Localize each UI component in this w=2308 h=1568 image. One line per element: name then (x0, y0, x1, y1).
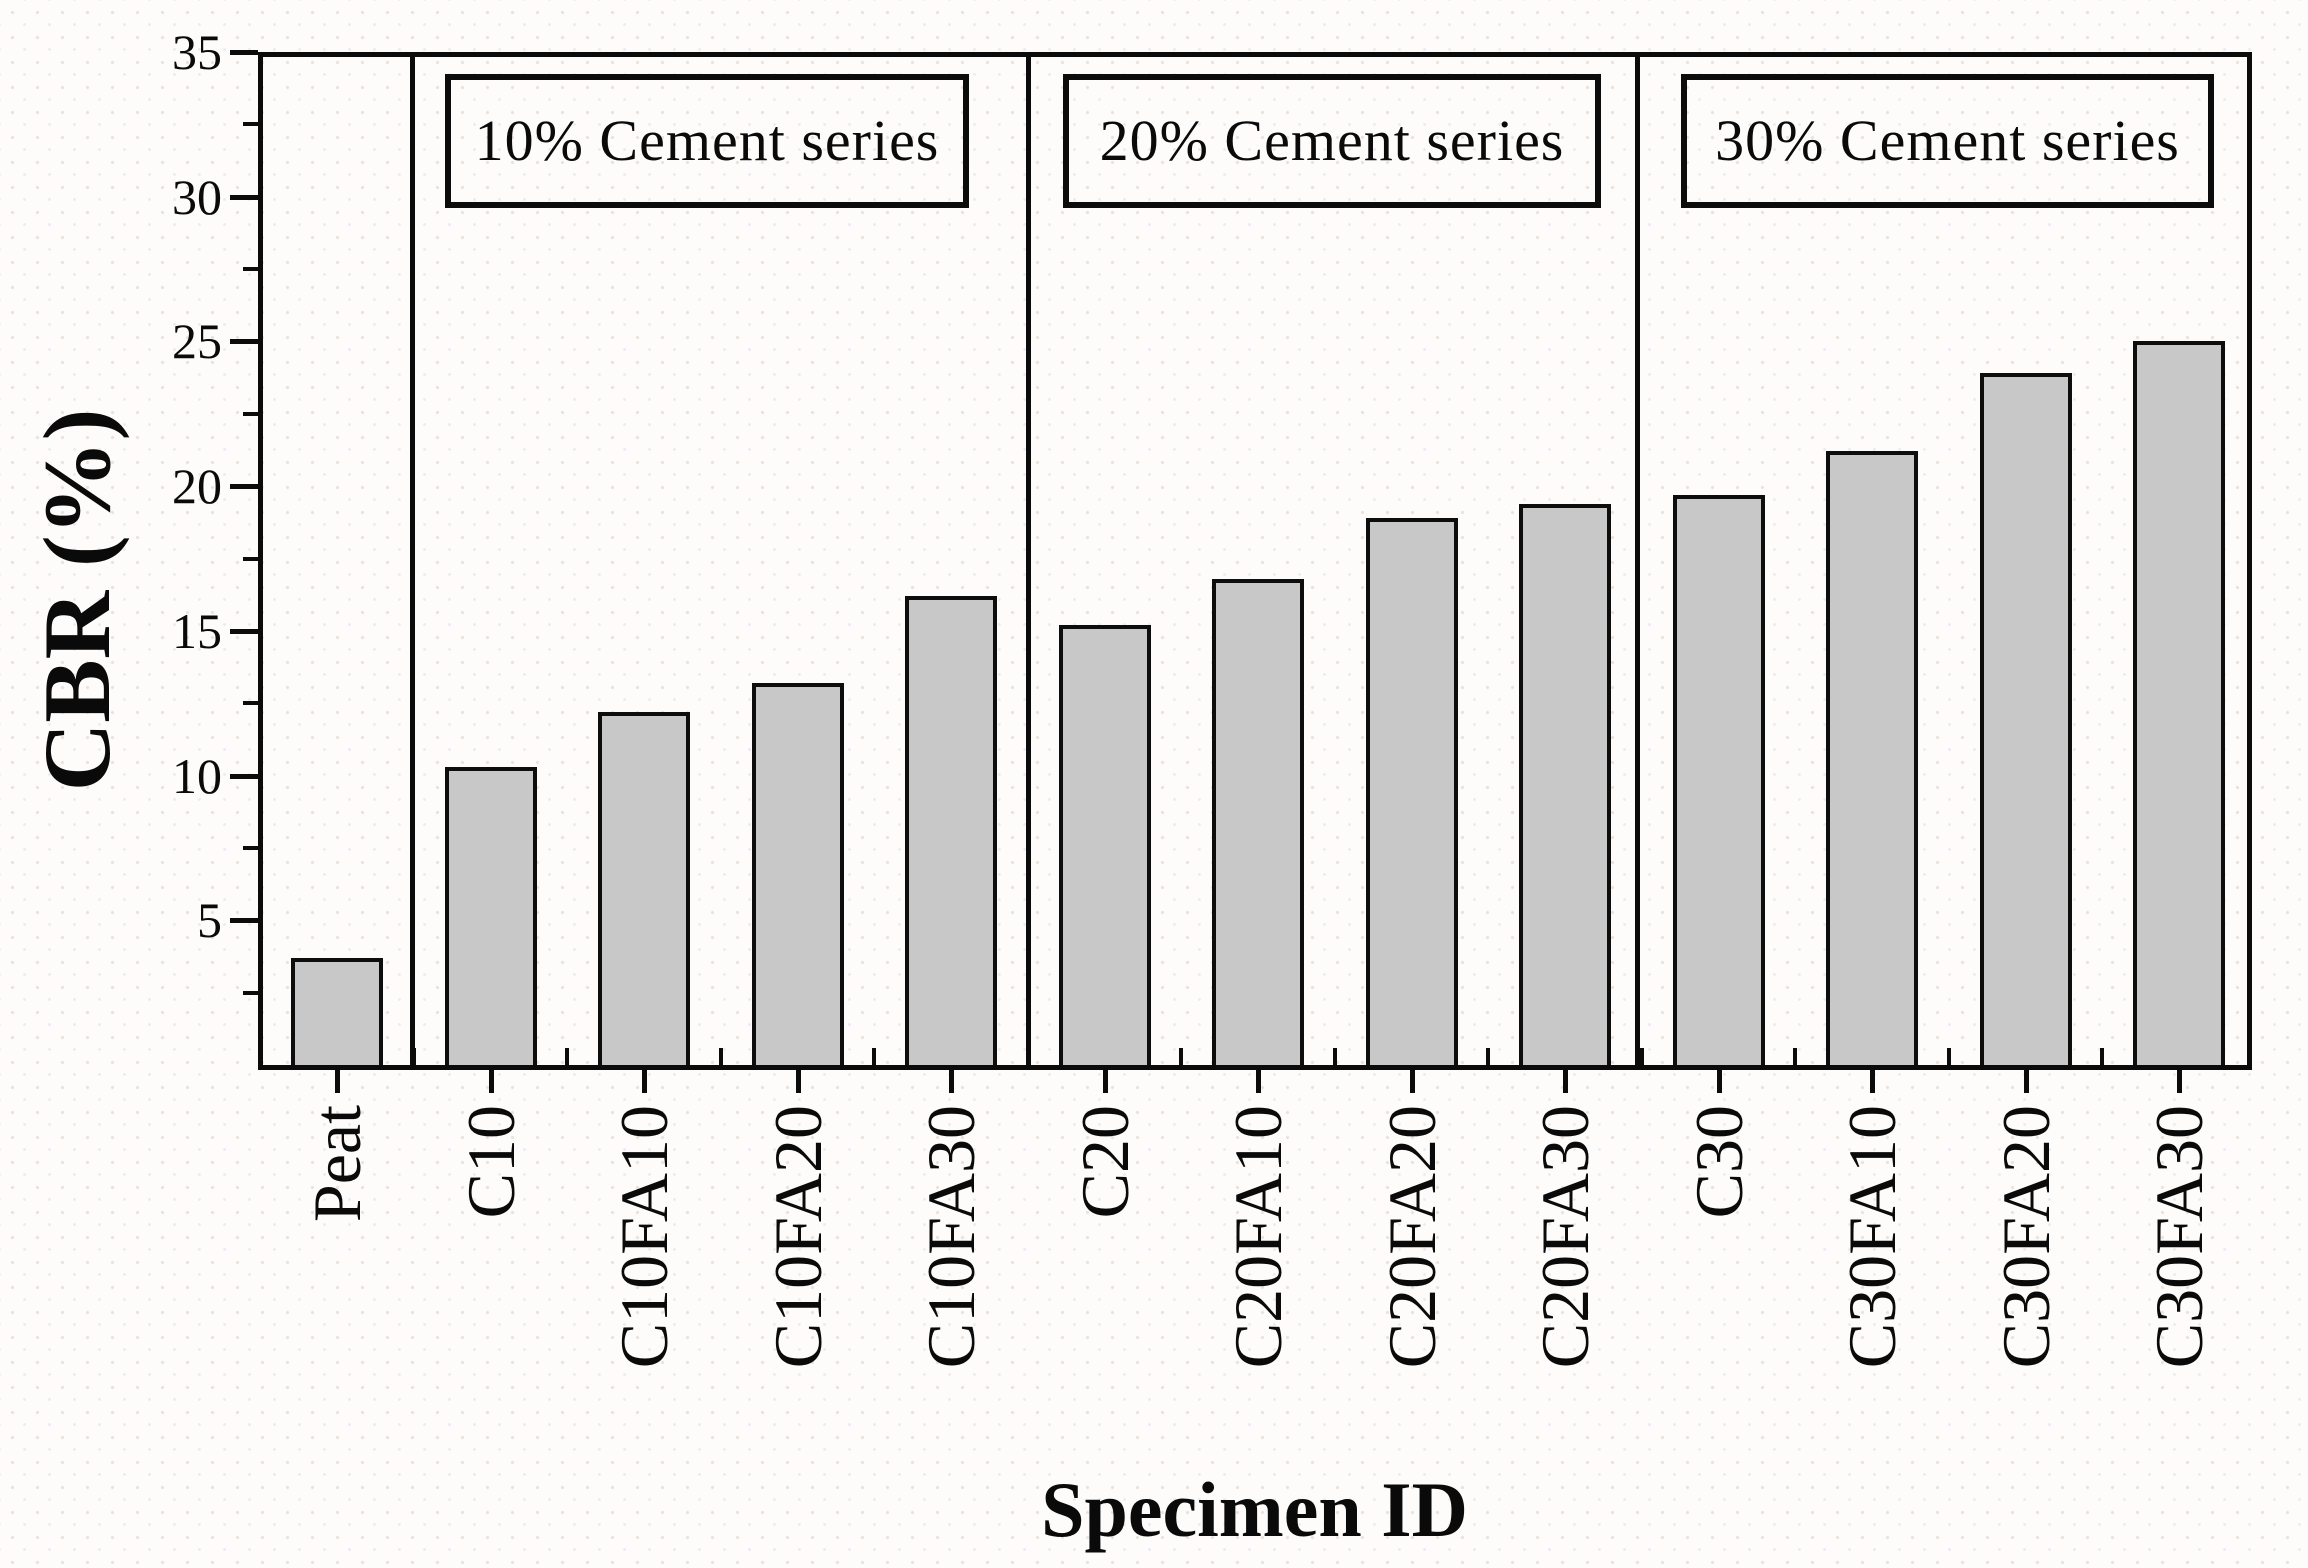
y-minor-tick (243, 845, 258, 850)
bar-c30 (1672, 494, 1765, 1069)
x-major-tick (335, 1070, 340, 1093)
x-major-tick (642, 1070, 647, 1093)
y-tick-label-5: 5 (197, 892, 222, 949)
x-tick-label-c10fa20: C10FA20 (759, 1105, 836, 1369)
x-minor-tick (1793, 1048, 1798, 1065)
group-label-30pct: 30% Cement series (1715, 108, 2180, 173)
bar-c10 (444, 766, 537, 1069)
x-major-tick (1256, 1070, 1261, 1093)
bar-c30fa20 (1979, 373, 2072, 1069)
plot-frame-right (2247, 52, 2252, 1070)
y-major-tick (230, 918, 258, 924)
bar-c20fa30 (1519, 503, 1611, 1069)
y-major-tick (230, 194, 258, 200)
group-label-10pct: 10% Cement series (474, 108, 940, 173)
bar-c30fa30 (2133, 341, 2225, 1069)
x-major-tick (2023, 1070, 2029, 1093)
group-label-box-20pct: 20% Cement series (1063, 74, 1601, 208)
series-divider-peat-10pct (410, 52, 415, 1070)
x-tick-label-c10fa10: C10FA10 (606, 1105, 682, 1369)
y-minor-tick (243, 122, 258, 127)
y-major-tick (230, 339, 258, 345)
bar-c20 (1058, 625, 1151, 1069)
x-tick-label-c30: C30 (1680, 1105, 1757, 1219)
x-tick-label-c20fa30: C20FA30 (1527, 1105, 1603, 1369)
x-major-tick (1563, 1070, 1568, 1093)
y-tick-label-15: 15 (172, 602, 222, 659)
x-tick-label-c30fa30: C30FA30 (2141, 1105, 2217, 1369)
plot-frame-bottom-x-axis (258, 1065, 2252, 1070)
y-major-tick (230, 484, 258, 490)
x-tick-label-c10fa30: C10FA30 (913, 1105, 989, 1369)
x-tick-label-c30fa20: C30FA20 (1987, 1105, 2064, 1369)
group-label-box-30pct: 30% Cement series (1681, 74, 2214, 208)
x-tick-label-peat: Peat (299, 1105, 375, 1223)
x-tick-label-c10: C10 (452, 1105, 529, 1219)
y-minor-tick (243, 990, 258, 995)
x-major-tick (1716, 1070, 1722, 1093)
x-minor-tick (2100, 1048, 2105, 1065)
x-major-tick (488, 1070, 494, 1093)
y-minor-tick (243, 411, 258, 416)
x-minor-tick (1946, 1048, 1951, 1065)
bar-peat (291, 957, 383, 1069)
y-tick-label-35: 35 (172, 24, 222, 80)
x-major-tick (949, 1070, 954, 1093)
y-major-tick (230, 50, 258, 55)
y-tick-label-25: 25 (172, 313, 222, 370)
x-major-tick (1102, 1070, 1108, 1093)
x-minor-tick (1179, 1048, 1184, 1065)
plot-frame-left-y-axis (258, 52, 263, 1070)
y-tick-label-20: 20 (172, 458, 222, 515)
bar-c20fa20 (1365, 517, 1458, 1069)
y-major-tick (230, 628, 258, 634)
y-axis-title: CBR (%) (24, 408, 130, 792)
group-label-20pct: 20% Cement series (1099, 108, 1565, 173)
bar-c10fa10 (598, 711, 690, 1069)
x-minor-tick (565, 1048, 570, 1065)
y-minor-tick (243, 267, 258, 272)
y-major-tick (230, 773, 258, 779)
x-tick-label-c30fa10: C30FA10 (1834, 1105, 1910, 1369)
group-label-box-10pct: 10% Cement series (445, 74, 969, 208)
x-tick-label-c20: C20 (1066, 1105, 1143, 1219)
y-tick-label-10: 10 (172, 747, 222, 804)
bar-c10fa20 (751, 682, 844, 1069)
series-divider-20pct-30pct (1635, 52, 1640, 1070)
bar-c20fa10 (1212, 578, 1304, 1069)
x-minor-tick (1486, 1048, 1491, 1065)
x-major-tick (1409, 1070, 1415, 1093)
x-major-tick (1870, 1070, 1875, 1093)
x-major-tick (2177, 1070, 2182, 1093)
plot-frame-top (258, 52, 2252, 57)
y-tick-label-30: 30 (172, 168, 222, 225)
x-minor-tick (1332, 1048, 1337, 1065)
y-minor-tick (243, 701, 258, 706)
x-axis-title: Specimen ID (1041, 1466, 1468, 1553)
y-minor-tick (243, 556, 258, 561)
x-minor-tick (1639, 1048, 1644, 1065)
bar-c10fa30 (905, 596, 997, 1069)
x-minor-tick (718, 1048, 723, 1065)
x-minor-tick (872, 1048, 877, 1065)
x-tick-label-c20fa10: C20FA10 (1220, 1105, 1296, 1369)
series-divider-10pct-20pct (1026, 52, 1031, 1070)
x-tick-label-c20fa20: C20FA20 (1373, 1105, 1450, 1369)
x-major-tick (795, 1070, 801, 1093)
bar-c30fa10 (1826, 451, 1918, 1069)
